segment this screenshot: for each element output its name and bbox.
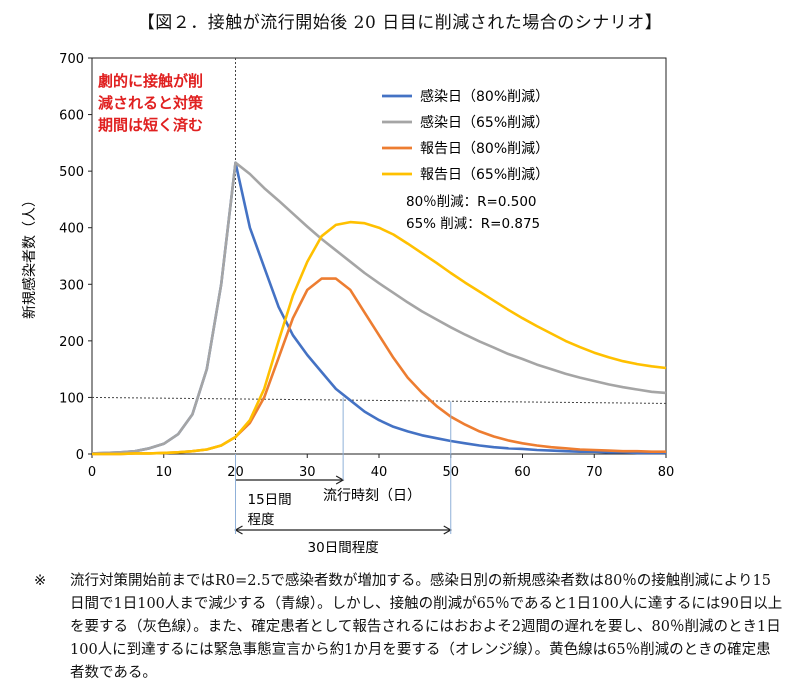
y-tick-label: 500 [59, 165, 84, 180]
bracket-15-label-line2: 程度 [248, 512, 275, 528]
footnote-mark: ※ [34, 573, 47, 589]
x-tick-label: 0 [88, 465, 96, 480]
legend-label-2: 感染日（65%削減） [420, 114, 549, 131]
footnote: ※ 流行対策開始前まではR0=2.5で感染者数が増加する。感染日別の新規感染者数… [34, 570, 783, 685]
x-tick-label: 60 [514, 465, 531, 480]
annotation-line: 期間は短く済む [98, 116, 203, 134]
y-tick-label: 200 [59, 335, 84, 350]
annotation-line: 減されると対策 [98, 94, 204, 112]
series-line-3 [92, 277, 666, 456]
x-tick-label: 40 [371, 465, 388, 480]
series-line-4 [92, 220, 667, 456]
series-line-1 [91, 161, 666, 455]
x-axis-label: 流行時刻（日） [323, 488, 421, 504]
bracket-15-label-line1: 15日間 [248, 492, 292, 508]
y-tick-label: 300 [59, 278, 84, 293]
y-tick-label: 100 [59, 391, 84, 406]
chart: 0 100 200 300 400 500 600 700 0 10 20 30 40 50 60 70 80 新… [0, 40, 800, 570]
y-tick-label: 0 [76, 448, 84, 463]
annotation-line: 劇的に接触が削 [98, 72, 203, 90]
x-tick-label: 70 [586, 465, 603, 480]
legend-label-3: 報告日（80%削減） [420, 140, 549, 157]
footnote-text: 流行対策開始前まではR0=2.5で感染者数が増加する。感染日別の新規感染者数は8… [70, 573, 783, 681]
r-value-text: 65% 削減：R=0.875 [406, 215, 540, 232]
x-tick-label: 80 [658, 465, 675, 480]
r-value-text: 80％削減：R=0.500 [406, 193, 537, 210]
x-tick-label: 10 [155, 465, 172, 480]
page-title: 【図２．接触が流行開始後 20 日目に削減された場合のシナリオ】 [137, 13, 663, 33]
reference-line-100 [91, 396, 667, 404]
legend-label-1: 感染日（80%削減） [420, 88, 549, 105]
bracket-30-label: 30日間程度 [308, 540, 379, 556]
y-tick-label: 700 [59, 52, 84, 67]
series-line-2 [91, 161, 667, 455]
y-tick-label: 600 [59, 109, 84, 124]
legend-label-4: 報告日（65%削減） [420, 166, 549, 183]
x-tick-label: 30 [299, 465, 316, 480]
y-axis-label: 新規感染者数（人） [21, 193, 38, 319]
y-tick-label: 400 [59, 222, 84, 237]
